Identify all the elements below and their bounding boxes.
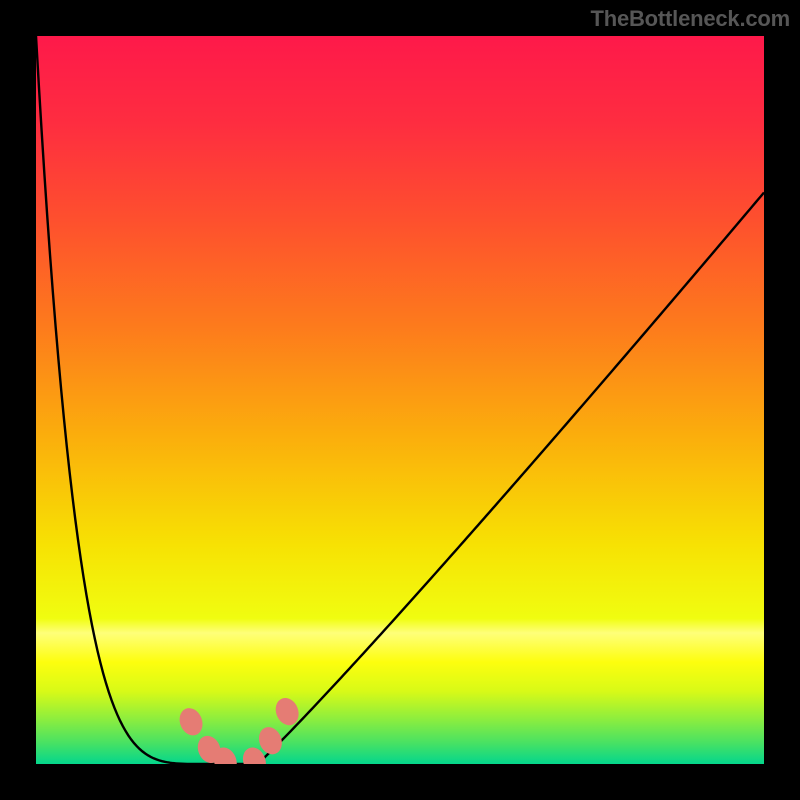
plot-background: [36, 36, 764, 764]
chart-root: TheBottleneck.com: [0, 0, 800, 800]
chart-svg: [0, 0, 800, 800]
watermark-text: TheBottleneck.com: [590, 6, 790, 32]
